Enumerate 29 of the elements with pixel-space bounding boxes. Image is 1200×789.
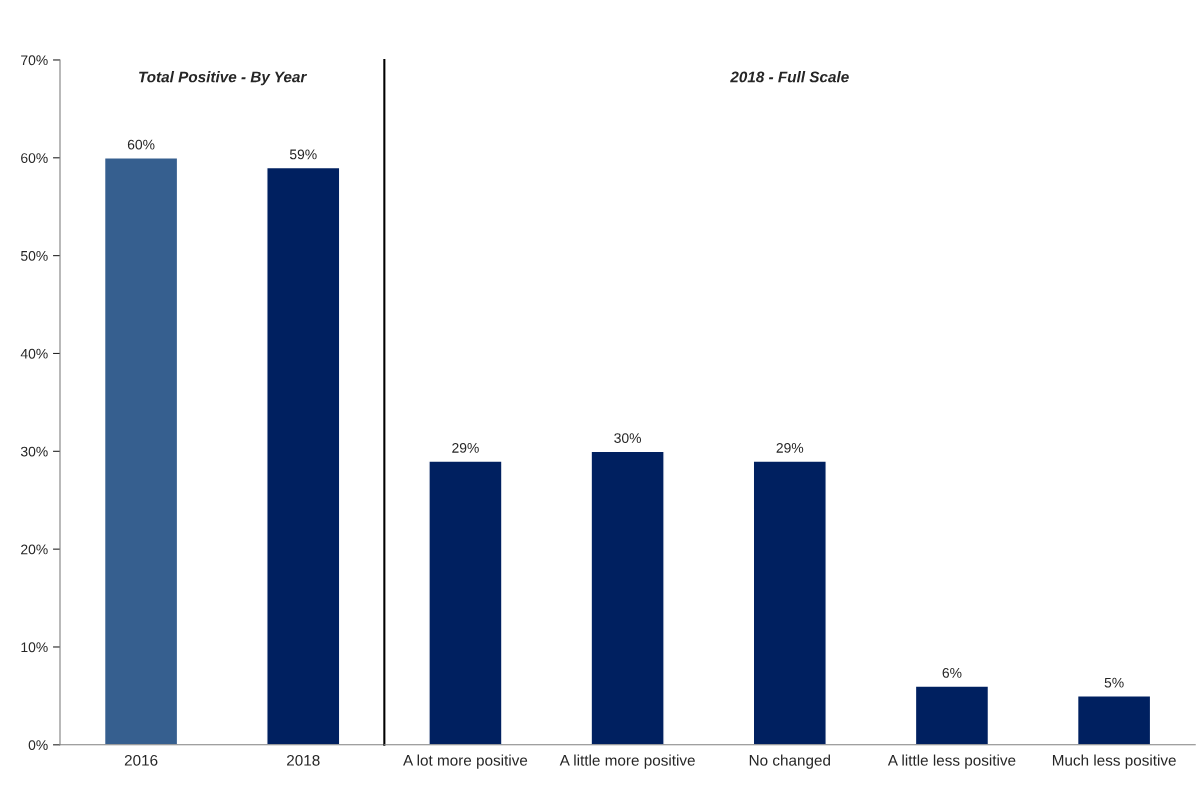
x-tick-label: Much less positive [1052, 754, 1176, 769]
bar [590, 450, 665, 745]
text: Total Positive - By Year [139, 71, 308, 86]
data-label: 59% [289, 149, 317, 160]
x-tick-label: A little less positive [887, 754, 1016, 769]
y-tick-label: 30% [20, 446, 48, 457]
y-tick-label: 10% [21, 642, 48, 653]
y-tick-label: 50% [20, 250, 48, 261]
bar [914, 685, 990, 745]
data-label: 5% [1104, 677, 1124, 688]
text: 2018 - Full Scale [730, 71, 849, 83]
x-tick-label: 2018 [287, 754, 320, 766]
x-tick-label: 2016 [124, 754, 158, 766]
x-tick-label: No changed [749, 754, 830, 769]
y-tick-label: 60% [21, 153, 48, 163]
data-label: 29% [776, 442, 804, 453]
data-label: 6% [942, 667, 962, 678]
bar [752, 460, 827, 745]
x-tick-label: A lot more positive [403, 754, 528, 769]
bar [428, 460, 503, 745]
y-tick-label: 20% [21, 544, 48, 555]
data-label: 30% [614, 433, 642, 444]
data-label: 60% [127, 139, 155, 150]
y-tick-label: 40% [20, 348, 48, 359]
x-tick-label: A little more positive [559, 754, 695, 769]
y-tick-label: 70% [21, 55, 48, 66]
bar [1076, 695, 1152, 745]
y-tick-label: 0% [28, 740, 48, 750]
data-label: 29% [452, 442, 479, 453]
